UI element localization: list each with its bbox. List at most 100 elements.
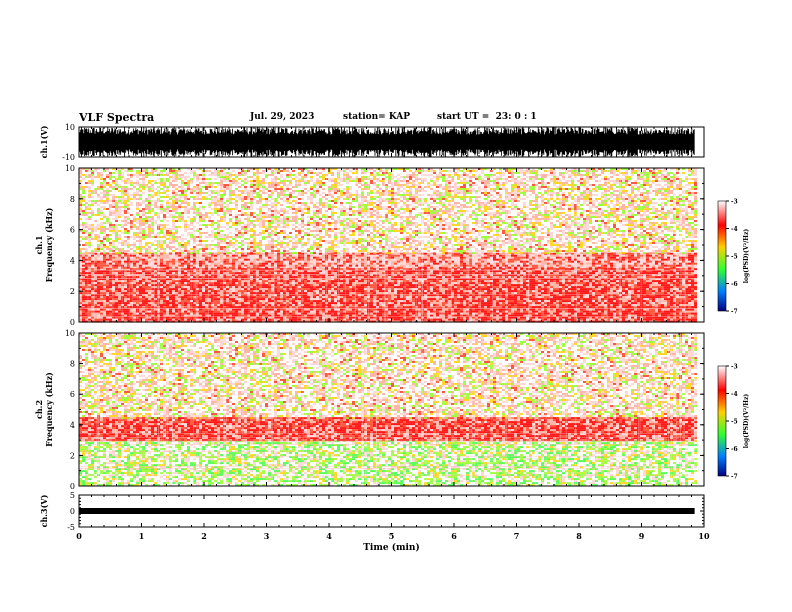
ch1-spectrogram-cell xyxy=(664,311,667,313)
ch1-spectrogram-cell xyxy=(400,311,403,313)
ch1-spectrogram-cell xyxy=(568,309,571,311)
ch1-spectrogram-cell xyxy=(133,311,136,313)
ch1-spectrogram-cell xyxy=(184,311,187,313)
ch1-spectrogram-cell xyxy=(520,319,523,321)
ch1-spectrogram-cell xyxy=(244,317,247,319)
ch1-spectrogram-cell xyxy=(628,313,631,315)
ch1-spectrogram-cell xyxy=(250,313,253,315)
ch1-spectrogram-cell xyxy=(502,311,505,313)
ch1-spectrogram-cell xyxy=(541,309,544,311)
ch1-spectrogram-cell xyxy=(493,319,496,321)
ch1-spectrogram-cell xyxy=(652,313,655,315)
ch1-spectrogram-cell xyxy=(358,317,361,319)
ch1-spectrogram-cell xyxy=(322,311,325,313)
ch1-spectrogram-cell xyxy=(277,311,280,313)
ch1-spectrogram-cell xyxy=(634,309,637,311)
ch1-spectrogram-cell xyxy=(163,313,166,315)
ch1-spectrogram-cell xyxy=(538,319,541,321)
ch1-spectrogram-cell xyxy=(148,317,151,319)
ch1-spectrogram-cell xyxy=(322,313,325,315)
ch1-spectrogram-cell xyxy=(430,319,433,321)
ch1-spectrogram-cell xyxy=(103,311,106,313)
ch1-spectrogram-cell xyxy=(664,313,667,315)
ch1-spectrogram-cell xyxy=(514,309,517,311)
ch1-spectrogram-cell xyxy=(643,309,646,311)
ch1-spectrogram-cell xyxy=(319,313,322,315)
ch1-spectrogram-cell xyxy=(523,311,526,313)
ch1-spectrogram-cell xyxy=(484,317,487,319)
ch1-spectrogram-cell xyxy=(472,317,475,319)
ch1-spectrogram-cell xyxy=(361,319,364,321)
ch1-spectrogram-cell xyxy=(502,309,505,311)
ch1-spectrogram-cell xyxy=(373,319,376,321)
ch1-spectrogram-cell xyxy=(571,319,574,321)
ch1-spectrogram-cell xyxy=(583,319,586,321)
ch1-spectrogram-cell xyxy=(613,313,616,315)
ch1-spectrogram-cell xyxy=(646,309,649,311)
ch1-spectrogram-cell xyxy=(688,309,691,311)
ch1-spectrogram-cell xyxy=(244,319,247,321)
ch1-spectrogram-cell xyxy=(175,317,178,319)
ch1-spectrogram-cell xyxy=(145,319,148,321)
ch1-spectrogram-cell xyxy=(508,313,511,315)
ch1-spectrogram-cell xyxy=(541,317,544,319)
ch1-spectrogram-cell xyxy=(637,309,640,311)
ch1-spectrogram-cell xyxy=(571,311,574,313)
ch1-spectrogram-cell xyxy=(109,319,112,321)
ch1-spectrogram-cell xyxy=(280,311,283,313)
ch1-spectrogram-cell xyxy=(394,311,397,313)
ch1-spectrogram-cell xyxy=(496,311,499,313)
ch1-spectrogram-cell xyxy=(538,317,541,319)
ch1-spectrogram-cell xyxy=(304,313,307,315)
ch1-spectrogram-cell xyxy=(508,309,511,311)
ch1-spectrogram-cell xyxy=(82,319,85,321)
ch1-spectrogram-cell xyxy=(106,319,109,321)
ch1-spectrogram-cell xyxy=(370,309,373,311)
ch1-spectrogram-cell xyxy=(580,319,583,321)
ch1-spectrogram-cell xyxy=(403,313,406,315)
ch1-spectrogram-cell xyxy=(109,317,112,319)
ch1-spectrogram-cell xyxy=(559,309,562,311)
ch1-spectrogram-cell xyxy=(418,309,421,311)
ch1-spectrogram-cell xyxy=(493,317,496,319)
ch1-spectrogram-cell xyxy=(535,311,538,313)
ch1-spectrogram-cell xyxy=(352,311,355,313)
ch1-spectrogram-cell xyxy=(439,311,442,313)
ch1-spectrogram-cell xyxy=(622,317,625,319)
ch1-spectrogram-cell xyxy=(613,317,616,319)
ch1-spectrogram-cell xyxy=(643,311,646,313)
ch1-spectrogram-cell xyxy=(682,317,685,319)
ch1-spectrogram-cell xyxy=(331,313,334,315)
ch1-spectrogram-cell xyxy=(457,309,460,311)
ch1-spectrogram-cell xyxy=(187,309,190,311)
ch1-spectrogram-cell xyxy=(391,313,394,315)
ch1-spectrogram-cell xyxy=(424,317,427,319)
ch1-spectrogram-cell xyxy=(397,309,400,311)
ch1-spectrogram-cell xyxy=(430,317,433,319)
ch1-spectrogram-cell xyxy=(562,317,565,319)
ch1-spectrogram-cell xyxy=(484,309,487,311)
ch1-spectrogram-cell xyxy=(175,319,178,321)
ch1-spectrogram-cell xyxy=(442,317,445,319)
ch1-spectrogram-cell xyxy=(244,311,247,313)
ch1-spectrogram-cell xyxy=(328,311,331,313)
ch1-spectrogram-cell xyxy=(499,313,502,315)
ch1-spectrogram-cell xyxy=(643,319,646,321)
ch1-spectrogram-cell xyxy=(460,311,463,313)
ch1-spectrogram-cell xyxy=(352,317,355,319)
ch1-spectrogram-cell xyxy=(304,317,307,319)
ch1-spectrogram-cell xyxy=(601,309,604,311)
ch1-spectrogram-cell xyxy=(238,309,241,311)
ch1-spectrogram-cell xyxy=(373,311,376,313)
ch1-spectrogram-cell xyxy=(328,313,331,315)
ch1-spectrogram-cell xyxy=(553,313,556,315)
ch1-spectrogram-cell xyxy=(508,317,511,319)
ch1-spectrogram-cell xyxy=(616,311,619,313)
ch1-spectrogram-cell xyxy=(595,309,598,311)
ch1-spectrogram-cell xyxy=(166,313,169,315)
ch1-spectrogram-cell xyxy=(106,317,109,319)
ch1-spectrogram-cell xyxy=(667,309,670,311)
ch1-spectrogram-cell xyxy=(205,313,208,315)
ch1-spectrogram-cell xyxy=(331,311,334,313)
ch1-spectrogram-cell xyxy=(661,313,664,315)
